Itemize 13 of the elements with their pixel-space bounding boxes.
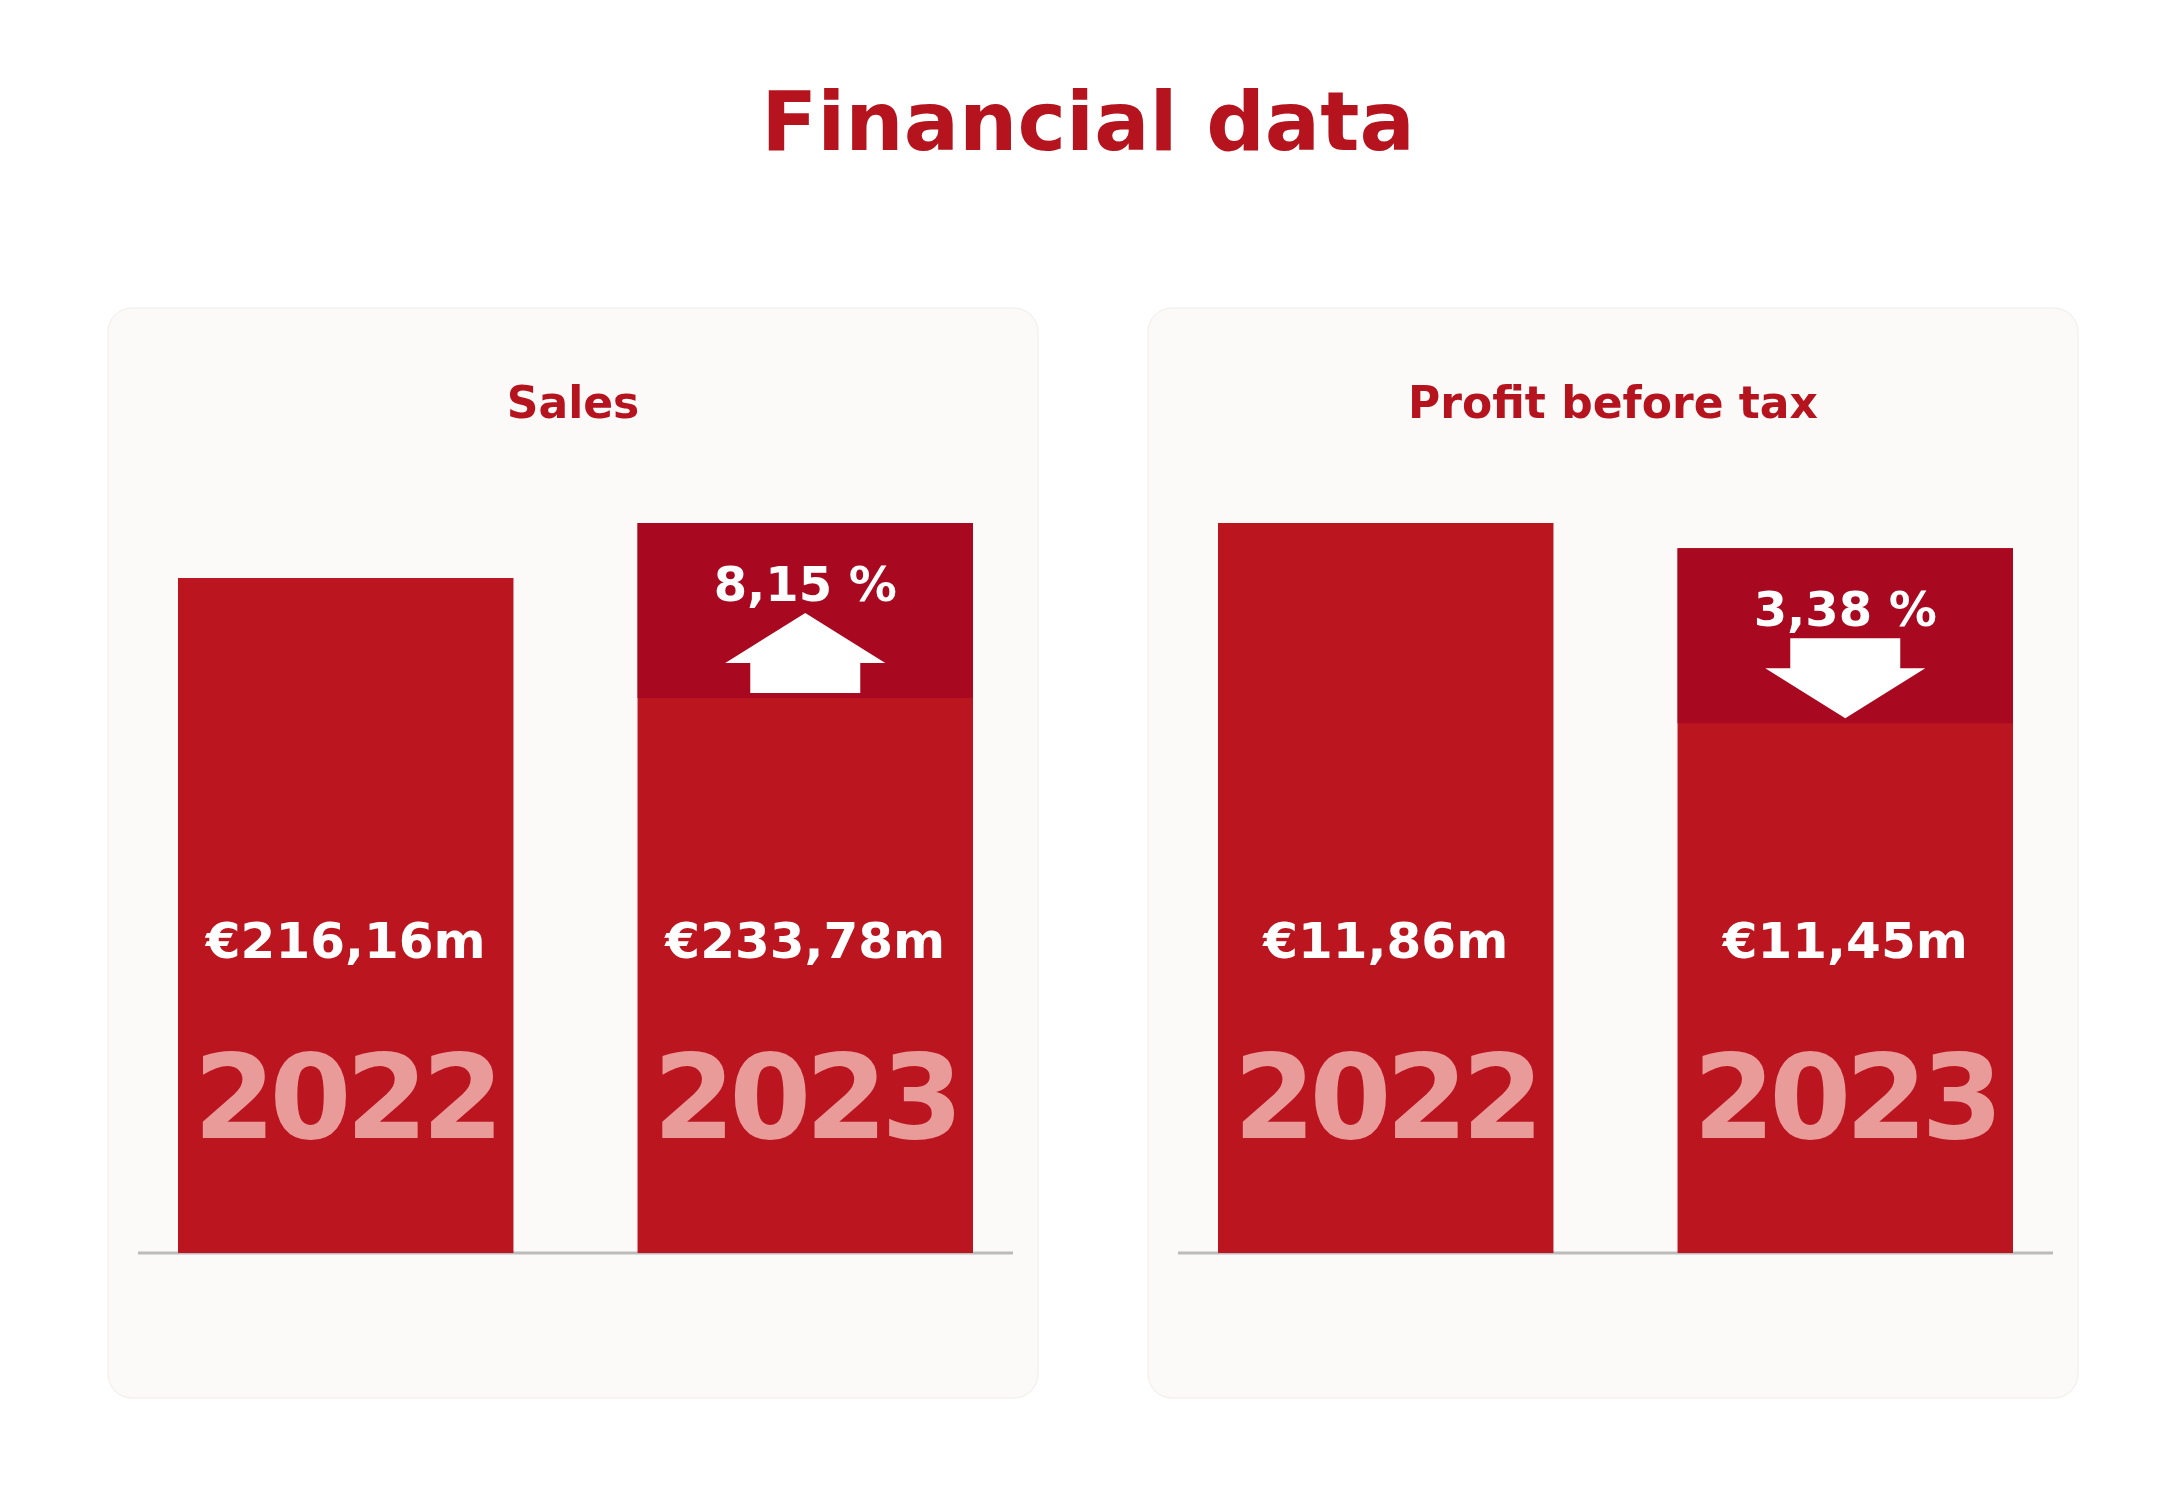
chart-title: Sales [506, 377, 640, 428]
x-tick-label: 2023 [653, 1028, 958, 1166]
annotation: 8,15 % [713, 556, 897, 612]
chart-title: Profit before tax [1408, 377, 1818, 428]
x-tick-label: 2022 [193, 1028, 498, 1166]
x-tick-label: 2022 [1233, 1028, 1538, 1166]
x-tick-label: 2023 [1693, 1028, 1998, 1166]
data-label: €11,86m [1262, 912, 1509, 970]
data-label: €11,45m [1721, 912, 1968, 970]
data-label: €216,16m [204, 912, 486, 970]
data-label: €233,78m [664, 912, 946, 970]
annotation: 3,38 % [1753, 581, 1937, 638]
text: Financial data [761, 74, 1415, 169]
